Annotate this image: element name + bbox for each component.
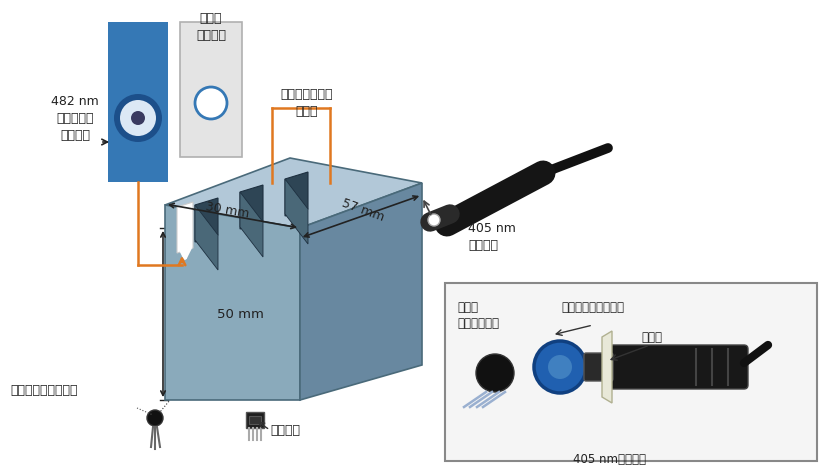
- Polygon shape: [177, 202, 193, 253]
- Text: 30 mm: 30 mm: [204, 200, 250, 220]
- Circle shape: [120, 100, 156, 136]
- FancyBboxPatch shape: [445, 283, 817, 461]
- Text: 482 nm
バンドパス
フィルタ: 482 nm バンドパス フィルタ: [51, 95, 99, 142]
- Polygon shape: [240, 192, 263, 257]
- Text: 試験紙
フォルダ: 試験紙 フォルダ: [196, 12, 226, 42]
- FancyBboxPatch shape: [108, 22, 168, 182]
- Text: 50 mm: 50 mm: [217, 309, 264, 321]
- Text: 試験紙: 試験紙: [641, 331, 662, 344]
- Text: 405 nm
レーザー: 405 nm レーザー: [468, 222, 516, 252]
- Circle shape: [534, 341, 586, 393]
- FancyBboxPatch shape: [249, 416, 261, 424]
- FancyBboxPatch shape: [246, 412, 264, 428]
- Text: レーザーライト
取付穴: レーザーライト 取付穴: [281, 88, 333, 118]
- Polygon shape: [165, 205, 300, 400]
- Polygon shape: [602, 331, 612, 403]
- Text: バンドパスフィルタ: バンドパスフィルタ: [561, 301, 624, 314]
- Text: 405 nmレーザー: 405 nmレーザー: [573, 453, 646, 466]
- Circle shape: [114, 94, 162, 142]
- Polygon shape: [285, 179, 308, 244]
- Circle shape: [548, 355, 572, 379]
- Polygon shape: [165, 158, 422, 228]
- Polygon shape: [195, 205, 218, 270]
- Text: フォトトランジスタ: フォトトランジスタ: [10, 383, 77, 396]
- Circle shape: [147, 410, 163, 426]
- Polygon shape: [285, 172, 308, 216]
- Polygon shape: [195, 198, 218, 242]
- FancyBboxPatch shape: [180, 22, 242, 157]
- FancyBboxPatch shape: [584, 353, 613, 381]
- Polygon shape: [300, 183, 422, 400]
- Circle shape: [476, 354, 514, 392]
- Circle shape: [195, 87, 227, 119]
- Circle shape: [131, 111, 145, 125]
- Text: 57 mm: 57 mm: [340, 196, 386, 224]
- Text: スイッチ: スイッチ: [270, 424, 300, 437]
- FancyBboxPatch shape: [586, 359, 668, 375]
- Circle shape: [428, 214, 440, 226]
- Polygon shape: [240, 185, 263, 229]
- FancyBboxPatch shape: [604, 345, 748, 389]
- Text: フォト
トランジスタ: フォト トランジスタ: [457, 301, 499, 330]
